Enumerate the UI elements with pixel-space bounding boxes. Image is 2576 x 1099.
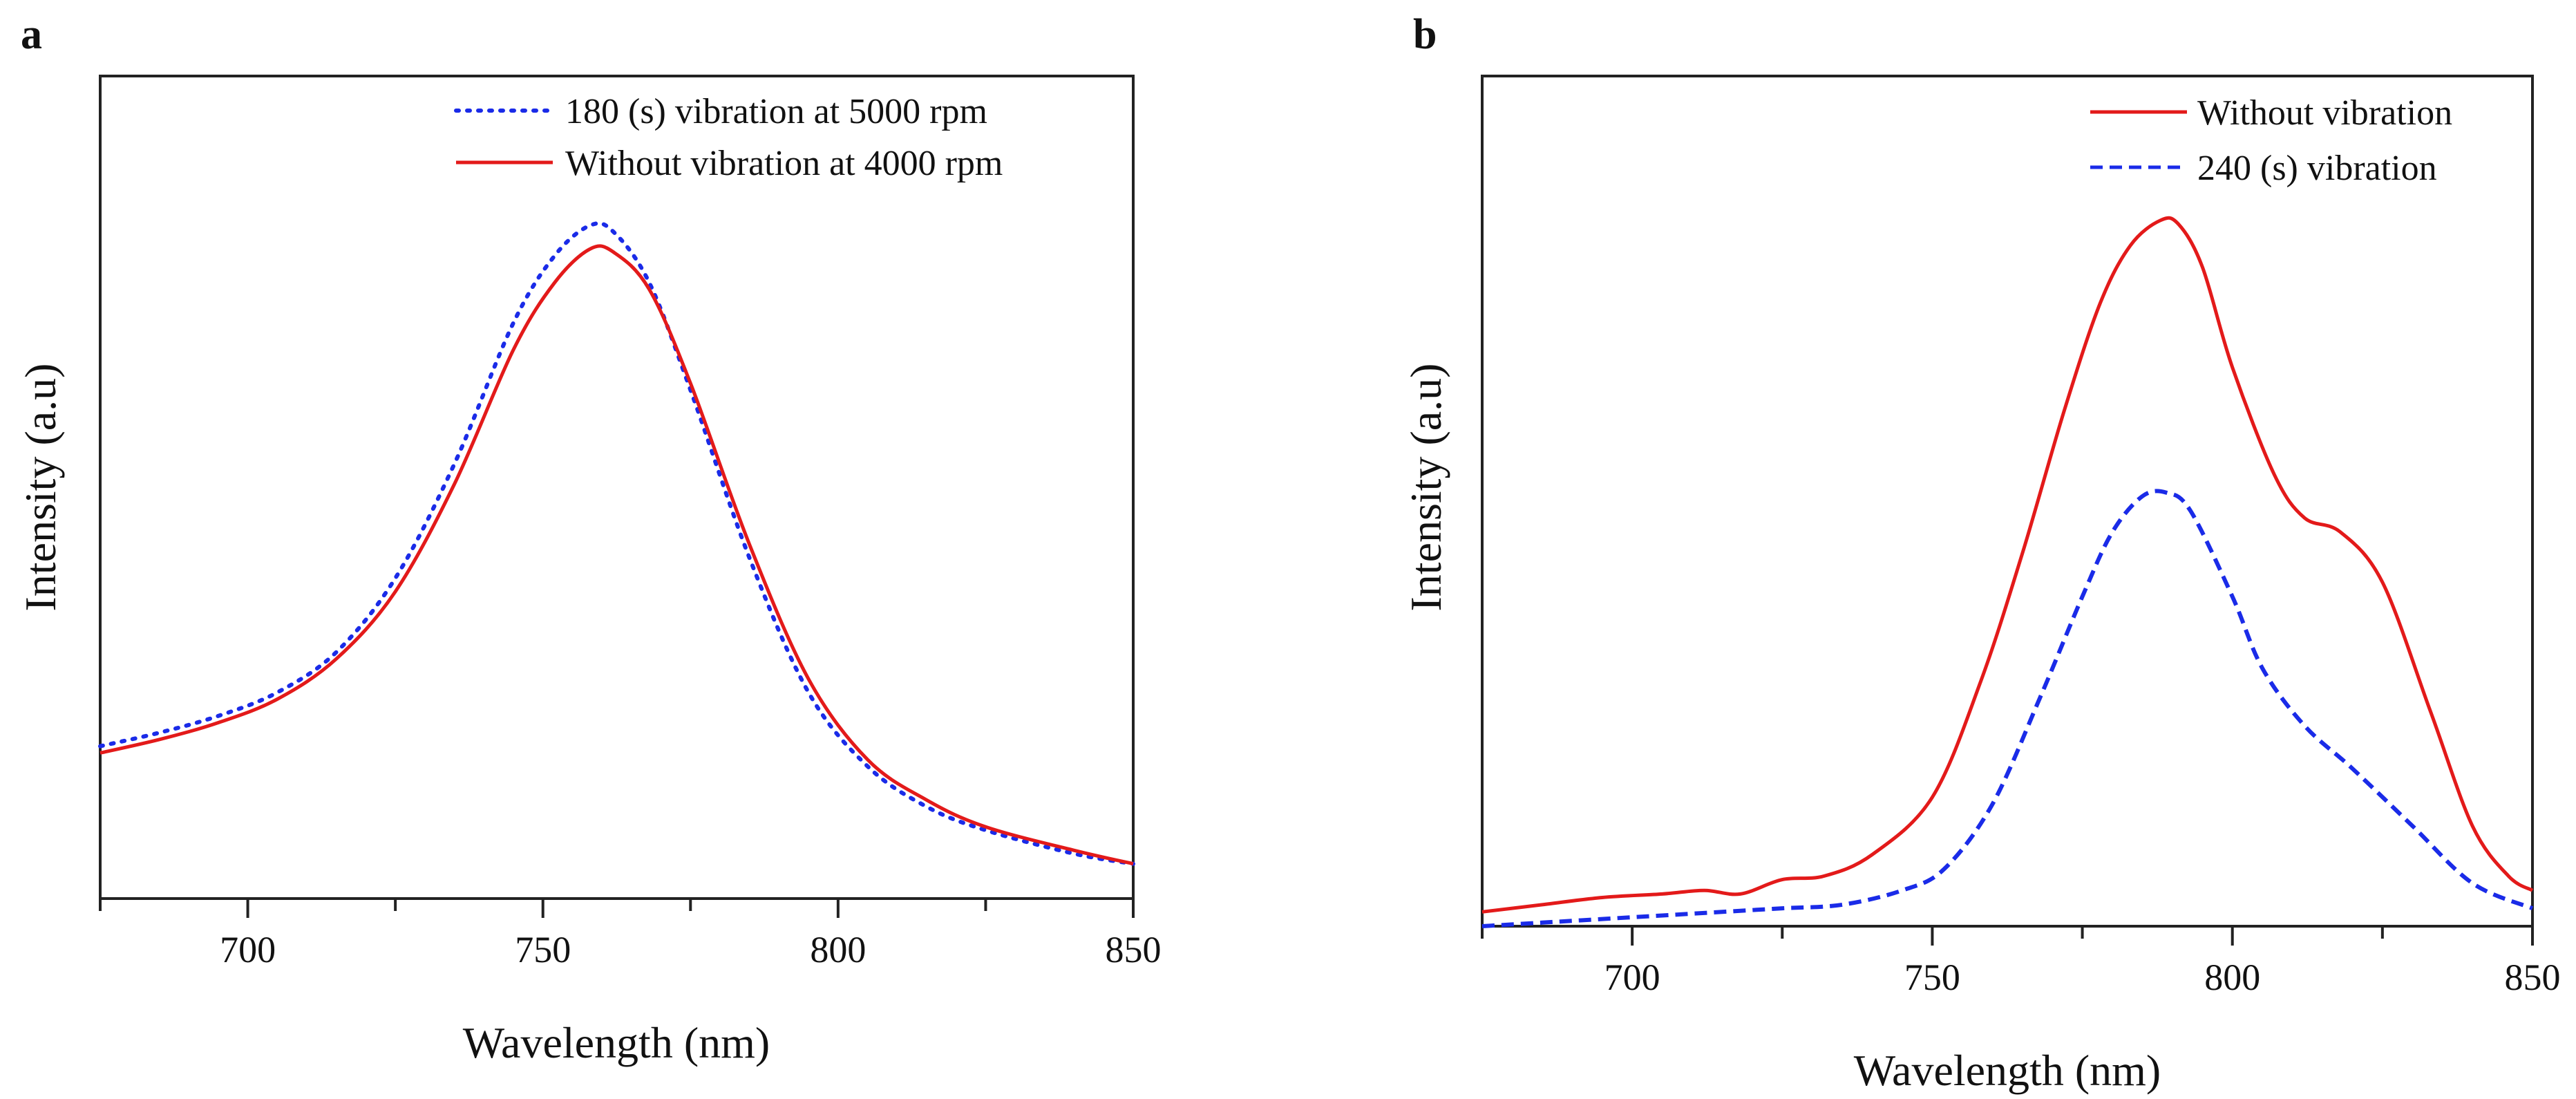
panel-a-ylabel: Intensity (a.u)	[16, 364, 65, 612]
panel-a-xtick-label-750: 750	[515, 929, 571, 970]
panel-b-series	[1481, 216, 2534, 928]
panel-b-xtick-label-700: 700	[1604, 957, 1660, 998]
panel-b-legend-label-2: 240 (s) vibration	[2197, 149, 2437, 188]
panel-b-xtick-label-850: 850	[2505, 957, 2561, 998]
panel-b-ylabel: Intensity (a.u)	[1401, 364, 1450, 612]
panel-a: a 700 750 800 850 Wavelength (nm) Intensity…	[16, 11, 1162, 1067]
panel-a-xtick-label-700: 700	[220, 929, 276, 970]
panel-b-xtick-label-800: 800	[2204, 957, 2260, 998]
panel-b-plot-frame	[1481, 75, 2534, 928]
panel-a-xlabel: Wavelength (nm)	[463, 1018, 770, 1067]
panel-b-legend: Without vibration 240 (s) vibration	[2090, 93, 2452, 188]
panel-a-plot-frame	[99, 75, 1135, 900]
panel-b-legend-label-1: Without vibration	[2197, 93, 2452, 133]
panel-b-xlabel: Wavelength (nm)	[1854, 1046, 2161, 1095]
panel-a-xtick-label-800: 800	[810, 929, 866, 970]
panel-a-series-2-line	[100, 244, 1134, 866]
panel-a-legend-label-1: 180 (s) vibration at 5000 rpm	[565, 92, 987, 131]
panel-b-series-2-line	[1481, 489, 2534, 928]
panel-a-legend-label-2: Without vibration at 4000 rpm	[565, 144, 1003, 183]
panel-b-xticks: 700 750 800 850	[1481, 926, 2561, 998]
panel-a-letter: a	[21, 11, 42, 58]
panel-a-series	[98, 221, 1135, 866]
panel-a-legend: 180 (s) vibration at 5000 rpm Without vi…	[454, 92, 1003, 183]
panel-b-letter: b	[1413, 11, 1437, 58]
panel-a-xticks: 700 750 800 850	[99, 899, 1162, 970]
panel-b-series-1-line	[1481, 216, 2534, 914]
panel-b: b 700 750 800 850 Wavelength (nm) Intensity…	[1401, 11, 2561, 1095]
panel-a-xtick-label-850: 850	[1106, 929, 1162, 970]
panel-b-xtick-label-750: 750	[1904, 957, 1960, 998]
panel-a-series-1-line	[98, 221, 1135, 866]
